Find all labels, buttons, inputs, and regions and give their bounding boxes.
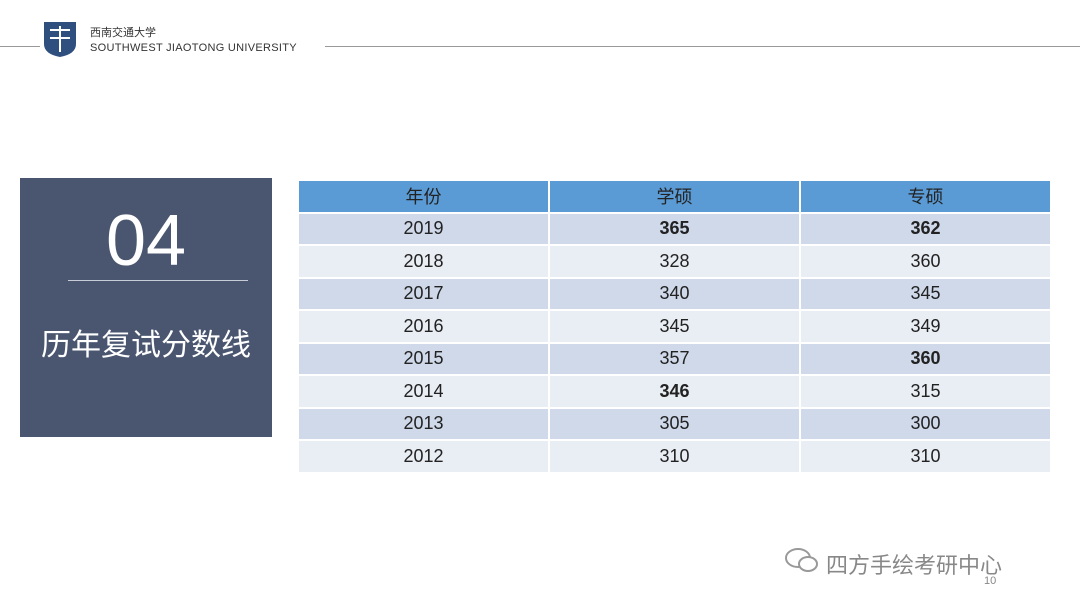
table-cell: 346 (548, 374, 801, 409)
table-cell: 2019 (297, 211, 550, 246)
table-cell: 357 (548, 341, 801, 376)
header-rule (325, 46, 1080, 47)
logo (44, 22, 76, 57)
table-cell: 345 (548, 309, 801, 344)
table-cell: 2016 (297, 309, 550, 344)
table-cell: 2014 (297, 374, 550, 409)
table-cell: 2013 (297, 406, 550, 441)
table-cell: 362 (799, 211, 1052, 246)
page-number: 10 (984, 575, 997, 587)
table-cell: 360 (799, 341, 1052, 376)
table-row: 2014 346 315 (297, 374, 1052, 409)
table-row: 2019 365 362 (297, 211, 1052, 246)
table-cell: 328 (548, 244, 801, 279)
table-cell: 2018 (297, 244, 550, 279)
table-cell: 315 (799, 374, 1052, 409)
table-row: 2015 357 360 (297, 341, 1052, 376)
table-cell: 349 (799, 309, 1052, 344)
table-cell: 345 (799, 276, 1052, 311)
table-cell: 2017 (297, 276, 550, 311)
header-rule (0, 46, 40, 47)
table-cell: 360 (799, 244, 1052, 279)
wechat-icon (785, 548, 818, 572)
table-cell: 365 (548, 211, 801, 246)
section-panel: 04 历年复试分数线 (20, 178, 272, 437)
header-row: 年份 学硕 专硕 (297, 179, 1052, 214)
table-row: 2016 345 349 (297, 309, 1052, 344)
table-cell: 2015 (297, 341, 550, 376)
table-cell: 310 (548, 439, 801, 474)
header-cell: 专硕 (799, 179, 1052, 214)
header-cell: 学硕 (548, 179, 801, 214)
school-name-en: SOUTHWEST JIAOTONG UNIVERSITY (90, 42, 297, 54)
score-table: 年份 学硕 专硕 2019 365 362 2018 328 360 2017 340 345 2016… (297, 179, 1052, 474)
table-row: 2018 328 360 (297, 244, 1052, 279)
table-cell: 310 (799, 439, 1052, 474)
header-cell: 年份 (297, 179, 550, 214)
account-name: 四方手绘考研中心 (826, 553, 1003, 578)
table-row: 2017 340 345 (297, 276, 1052, 311)
section-number: 04 (105, 201, 187, 281)
table-cell: 305 (548, 406, 801, 441)
section-title: 历年复试分数线 (41, 328, 251, 363)
table-cell: 2012 (297, 439, 550, 474)
table-cell: 340 (548, 276, 801, 311)
school-name-cn: 西南交通大学 (90, 27, 156, 39)
table-row: 2012 310 310 (297, 439, 1052, 474)
table-row: 2013 305 300 (297, 406, 1052, 441)
divider (68, 280, 248, 281)
table-cell: 300 (799, 406, 1052, 441)
